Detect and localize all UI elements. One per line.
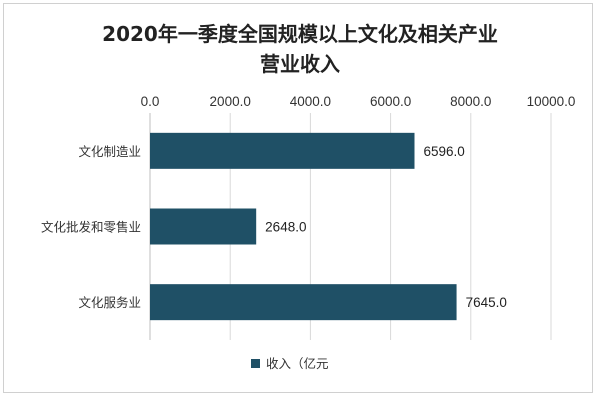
x-axis-ticks: 0.0 2000.0 4000.0 6000.0 8000.0 10000.0 (141, 94, 576, 109)
data-label: 6596.0 (423, 144, 464, 159)
legend-swatch (251, 359, 260, 368)
x-tick-label: 8000.0 (450, 94, 491, 109)
x-tick-label: 4000.0 (290, 94, 331, 109)
legend: 收入（亿元 (251, 356, 329, 371)
chart-title-line-2: 营业收入 (260, 52, 340, 76)
data-label: 2648.0 (265, 220, 306, 235)
category-label: 文化服务业 (78, 295, 141, 310)
bar (150, 132, 415, 169)
category-label: 文化批发和零售业 (41, 220, 141, 235)
data-label: 7645.0 (466, 295, 507, 310)
x-tick-label: 10000.0 (527, 94, 576, 109)
data-labels: 6596.0 2648.0 7645.0 (265, 144, 507, 310)
chart-title: 2020年一季度全国规模以上文化及相关产业 营业收入 (102, 22, 498, 76)
bars (150, 132, 457, 321)
x-tick-label: 0.0 (141, 94, 160, 109)
bar (150, 284, 457, 321)
x-tick-label: 6000.0 (370, 94, 411, 109)
chart-frame (3, 3, 593, 393)
bar (150, 208, 257, 245)
chart-title-line-1: 2020年一季度全国规模以上文化及相关产业 (102, 22, 498, 46)
legend-label: 收入（亿元 (266, 356, 329, 371)
category-label: 文化制造业 (78, 144, 141, 159)
x-tick-label: 2000.0 (210, 94, 251, 109)
